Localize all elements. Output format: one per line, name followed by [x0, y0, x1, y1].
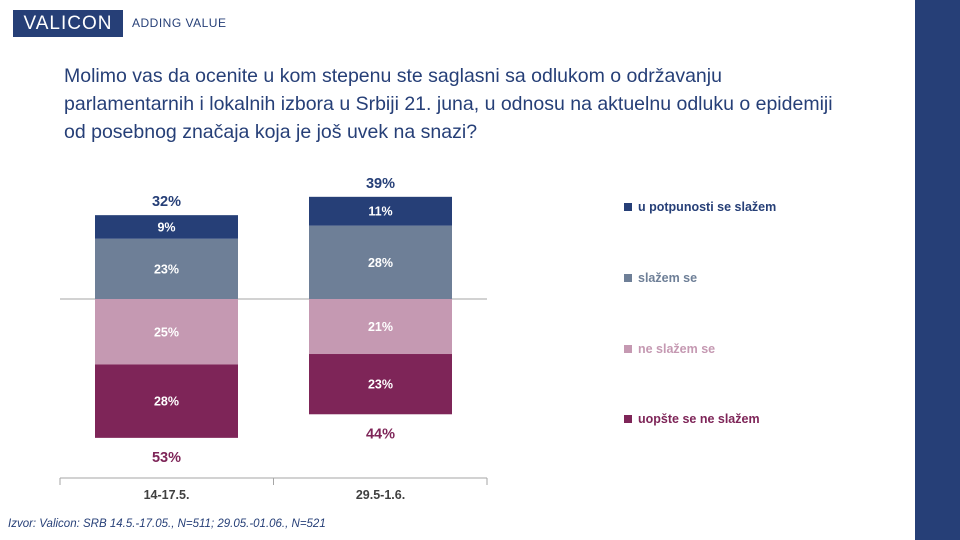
- legend-label: ne slažem se: [638, 342, 716, 356]
- legend-swatch: [624, 345, 632, 353]
- stacked-bar-chart: 23% 9% 25% 28% 32% 53% 14-17.5. 28% 11% 21% 23% 39%…: [59, 176, 488, 502]
- bar-segment: [309, 354, 452, 415]
- bar-segment: [309, 196, 452, 226]
- legend-item: slažem se: [624, 271, 697, 285]
- bar-data-label: 28%: [368, 256, 393, 270]
- bar-segment: [95, 215, 238, 239]
- bar-segment: [95, 238, 238, 299]
- disagree-total-label: 53%: [152, 450, 181, 466]
- bar-data-label: 21%: [368, 320, 393, 334]
- bar-segment: [309, 299, 452, 355]
- legend-swatch: [624, 203, 632, 211]
- category-tick-label: 29.5-1.6.: [356, 488, 405, 502]
- legend-label: uopšte se ne slažem: [638, 412, 760, 426]
- question-title: Molimo vas da ocenite u kom stepenu ste …: [64, 65, 833, 143]
- right-accent-band: [915, 0, 960, 540]
- disagree-total-label: 44%: [366, 426, 395, 442]
- bar-segment: [95, 364, 238, 438]
- bar-data-label: 11%: [368, 205, 392, 219]
- bar-data-label: 25%: [154, 325, 179, 339]
- agree-total-label: 32%: [152, 194, 181, 210]
- valicon-logo: VALICON: [13, 10, 123, 37]
- legend-item: uopšte se ne slažem: [624, 412, 760, 426]
- source-footnote: Izvor: Valicon: SRB 14.5.-17.05., N=511;…: [8, 518, 326, 530]
- logo-text: VALICON: [23, 12, 113, 34]
- bar-data-label: 23%: [154, 262, 179, 276]
- bar-segment: [95, 299, 238, 365]
- bar-segment: [309, 225, 452, 299]
- legend-label: slažem se: [638, 271, 698, 285]
- bar-data-label: 9%: [157, 220, 175, 234]
- legend-label: u potpunosti se slažem: [638, 200, 777, 214]
- bar-data-label: 28%: [154, 395, 179, 409]
- tagline: ADDING VALUE: [132, 16, 227, 30]
- legend-swatch: [624, 415, 632, 423]
- category-tick-label: 14-17.5.: [144, 488, 190, 502]
- legend-item: ne slažem se: [624, 342, 715, 356]
- legend-item: u potpunosti se slažem: [624, 200, 776, 214]
- bar-data-label: 23%: [368, 378, 393, 392]
- agree-total-label: 39%: [366, 176, 395, 192]
- legend-swatch: [624, 274, 632, 282]
